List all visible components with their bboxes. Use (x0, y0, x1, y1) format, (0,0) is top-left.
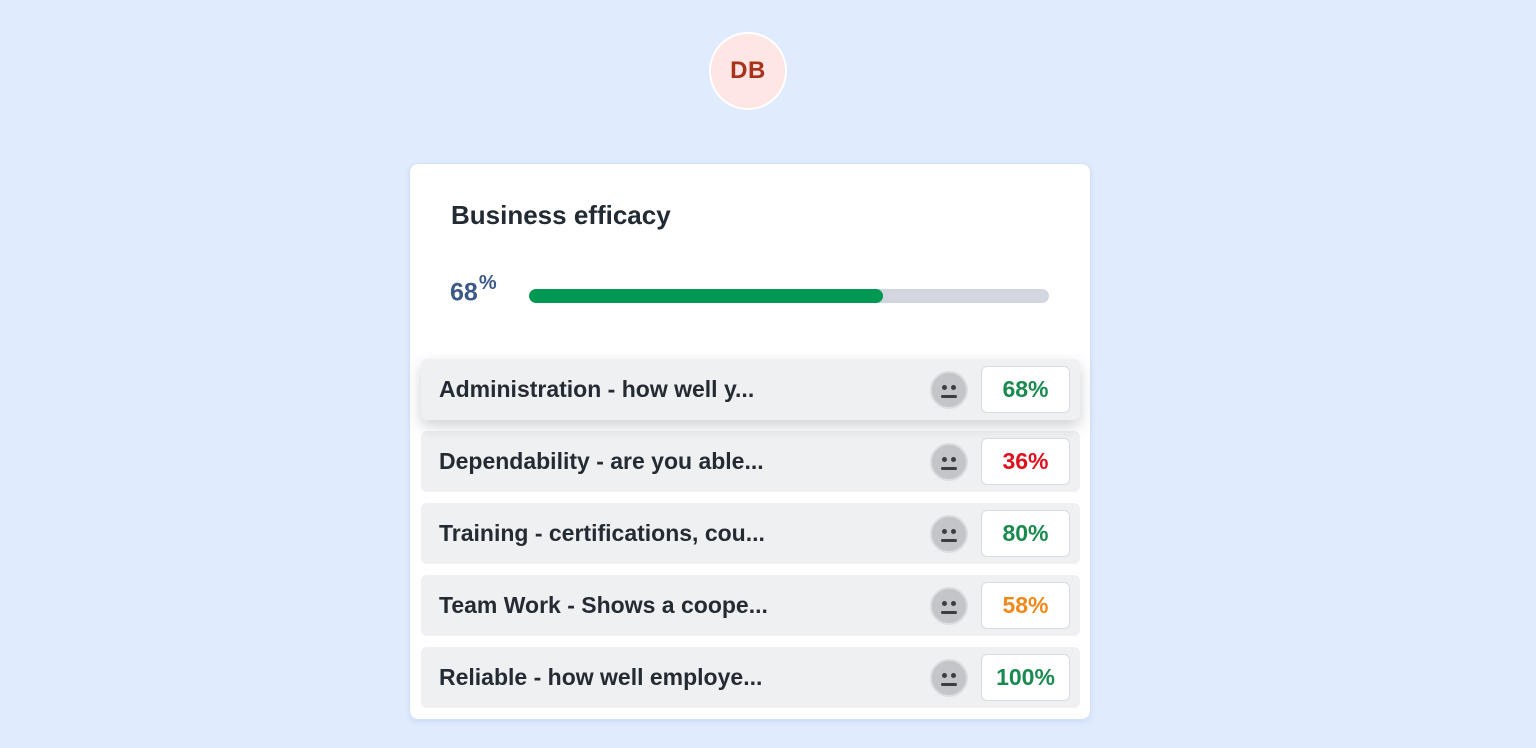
category-row-team-work[interactable]: Team Work - Shows a coope... 58% (421, 575, 1080, 636)
category-label: Dependability - are you able... (439, 448, 764, 474)
category-score[interactable]: 58% (981, 582, 1070, 629)
category-label: Training - certifications, cou... (439, 520, 765, 546)
overall-percentage: 68% (450, 272, 497, 307)
overall-progress-fill (529, 289, 883, 303)
category-row-administration[interactable]: Administration - how well y... 68% (421, 359, 1080, 420)
efficacy-card: Business efficacy 68% Administration - h… (410, 164, 1090, 719)
avatar[interactable]: DB (709, 32, 787, 110)
neutral-face-icon[interactable] (930, 443, 968, 481)
category-score[interactable]: 80% (981, 510, 1070, 557)
category-row-reliable[interactable]: Reliable - how well employe... 100% (421, 647, 1080, 708)
neutral-face-icon[interactable] (930, 587, 968, 625)
category-list: Administration - how well y... 68% Depen… (421, 359, 1080, 719)
category-row-training[interactable]: Training - certifications, cou... 80% (421, 503, 1080, 564)
overall-unit: % (478, 272, 497, 294)
card-title: Business efficacy (451, 200, 671, 230)
overall-value: 68 (450, 278, 478, 307)
category-label: Reliable - how well employe... (439, 664, 763, 690)
category-row-dependability[interactable]: Dependability - are you able... 36% (421, 431, 1080, 492)
neutral-face-icon[interactable] (930, 371, 968, 409)
category-score[interactable]: 68% (981, 366, 1070, 413)
overall-progress-bar (529, 289, 1049, 303)
neutral-face-icon[interactable] (930, 515, 968, 553)
category-label: Administration - how well y... (439, 376, 755, 402)
category-score[interactable]: 36% (981, 438, 1070, 485)
category-score[interactable]: 100% (981, 654, 1070, 701)
neutral-face-icon[interactable] (930, 659, 968, 697)
category-label: Team Work - Shows a coope... (439, 592, 768, 618)
